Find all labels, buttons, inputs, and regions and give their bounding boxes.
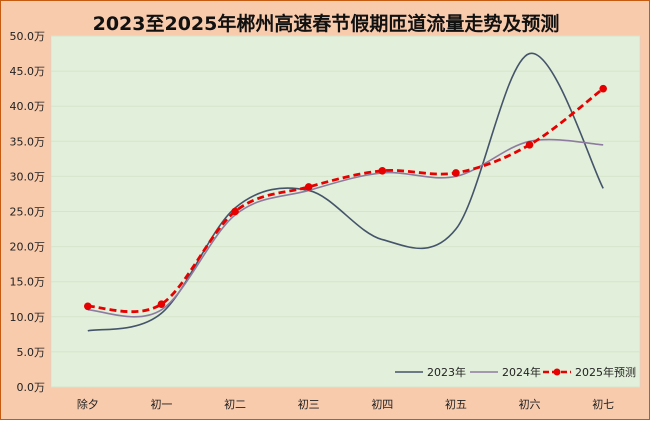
x-tick-label: 初五	[445, 397, 467, 411]
series-line-2	[87, 138, 604, 318]
x-tick-label: 初二	[224, 397, 246, 411]
y-tick-label: 45.0万	[10, 65, 46, 78]
x-tick-label: 初四	[371, 397, 393, 411]
y-tick-label: 50.0万	[10, 30, 46, 43]
legend-label: 2023年	[427, 365, 466, 379]
y-tick-label: 35.0万	[10, 135, 46, 148]
series-marker	[304, 183, 313, 191]
x-tick-label: 初七	[592, 397, 614, 411]
series-marker	[452, 169, 460, 177]
legend-label: 2025年预测	[575, 365, 636, 379]
legend-marker	[553, 368, 561, 376]
series-marker	[378, 166, 387, 175]
series-line-3	[87, 87, 605, 314]
series-marker	[157, 300, 166, 308]
x-tick-label: 除夕	[77, 397, 99, 411]
y-tick-label: 25.0万	[10, 206, 46, 219]
series-marker	[525, 141, 534, 149]
chart-title: 2023至2025年郴州高速春节假期匝道流量走势及预测	[92, 13, 560, 35]
x-tick-label: 初一	[150, 397, 172, 411]
y-tick-label: 40.0万	[10, 100, 46, 113]
y-tick-label: 20.0万	[10, 241, 46, 254]
series-marker	[84, 302, 92, 311]
x-tick-label: 初六	[519, 397, 541, 411]
y-tick-label: 5.0万	[17, 346, 46, 359]
y-tick-label: 15.0万	[10, 276, 46, 289]
legend-label: 2024年	[502, 365, 541, 379]
series-marker	[231, 207, 239, 216]
y-tick-label: 30.0万	[10, 170, 46, 183]
y-tick-label: 10.0万	[10, 311, 46, 324]
series-marker	[599, 84, 607, 93]
y-tick-label: 0.0万	[17, 381, 46, 394]
x-tick-label: 初三	[298, 397, 320, 411]
